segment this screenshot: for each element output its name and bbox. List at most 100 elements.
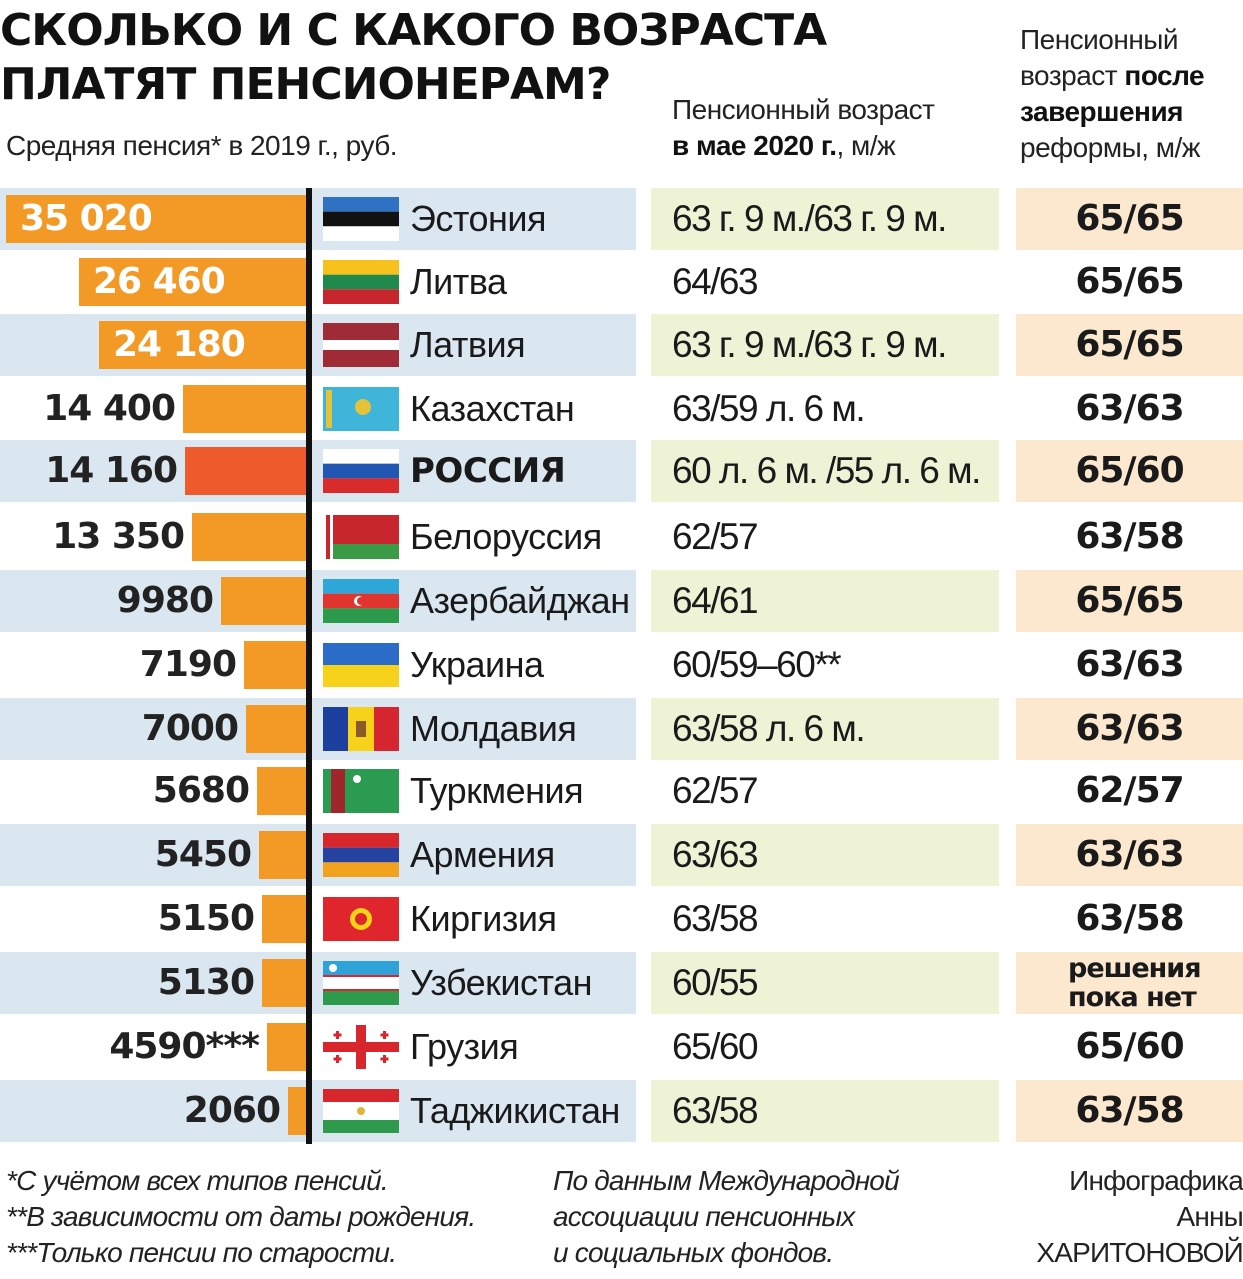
current-retirement-age: 64/61 <box>672 580 759 621</box>
country-name: Эстония <box>410 198 546 239</box>
bar <box>288 1087 306 1135</box>
flag <box>323 769 399 813</box>
row-band <box>0 570 636 632</box>
bar <box>262 959 306 1007</box>
row-band <box>1016 314 1243 376</box>
header-text-bold: после <box>1124 60 1205 91</box>
chart-title: СКОЛЬКО И С КАКОГО ВОЗРАСТА ПЛАТЯТ ПЕНСИ… <box>0 5 827 110</box>
bar: 35 020 <box>6 195 306 243</box>
row-band <box>651 1080 999 1142</box>
row-band <box>651 570 999 632</box>
current-retirement-age: 63 г. 9 м./63 г. 9 м. <box>672 324 947 365</box>
row-band <box>1016 952 1243 1014</box>
header-text: возраст <box>1020 60 1125 91</box>
flag <box>323 323 399 367</box>
bar <box>183 385 306 433</box>
reform-retirement-age: 63/58 <box>1075 516 1184 557</box>
current-retirement-age: 64/63 <box>672 261 759 302</box>
country-row: 4590*** Грузия 65/60 65/60 <box>0 1016 1243 1078</box>
flag <box>323 707 399 751</box>
flag <box>323 515 399 559</box>
current-retirement-age: 65/60 <box>672 1026 759 1067</box>
bar-value-label: 5680 <box>152 770 250 811</box>
current-retirement-age: 63/63 <box>672 834 759 875</box>
flag <box>323 1025 399 1069</box>
row-band <box>651 188 999 250</box>
header-text: Пенсионный возраст <box>672 94 935 125</box>
russia-flag-icon <box>323 449 399 493</box>
country-name: Грузия <box>410 1026 519 1067</box>
chart-rows: 35 020 Эстония 63 г. 9 м./63 г. 9 м. 65/65 2… <box>0 188 1243 1144</box>
bar <box>246 705 306 753</box>
bar-value-label: 7000 <box>141 708 239 749</box>
country-name: Узбекистан <box>410 962 593 1003</box>
country-row: 7000 Молдавия 63/58 л. 6 м. 63/63 <box>0 698 1243 760</box>
country-row: 7190 Украина 60/59–60** 63/63 <box>0 634 1243 696</box>
row-band <box>651 824 999 886</box>
country-name: РОССИЯ <box>410 451 566 491</box>
estonia-flag-icon <box>323 197 399 241</box>
footnotes: *С учётом всех типов пенсий. **В зависим… <box>6 1165 476 1268</box>
flag <box>323 449 399 493</box>
header-text-bold: завершения <box>1020 96 1184 127</box>
row-band <box>651 440 999 502</box>
current-retirement-age: 63/58 л. 6 м. <box>672 708 866 749</box>
flag <box>323 643 399 687</box>
bar <box>267 1023 306 1071</box>
header-text-bold: в мае 2020 г. <box>672 130 837 161</box>
reform-retirement-age: 65/65 <box>1075 198 1184 239</box>
row-band <box>1016 188 1243 250</box>
row-band <box>0 314 636 376</box>
country-name: Армения <box>410 834 555 875</box>
country-row: 2060 Таджикистан 63/58 63/58 <box>0 1080 1243 1142</box>
current-retirement-age: 60/59–60** <box>672 644 842 685</box>
row-band <box>0 698 636 760</box>
bar <box>192 513 306 561</box>
country-row: 24 180 Латвия 63 г. 9 м./63 г. 9 м. 65/65 <box>0 314 1243 376</box>
reform-retirement-age: 63/58 <box>1075 898 1184 939</box>
uzbekistan-flag-icon <box>323 961 399 1005</box>
current-retirement-age: 63 г. 9 м./63 г. 9 м. <box>672 198 947 239</box>
header-text: Пенсионный <box>1020 24 1179 55</box>
country-name: Казахстан <box>410 388 575 429</box>
country-row: 26 460 Литва 64/63 65/65 <box>0 251 1243 313</box>
flag <box>323 961 399 1005</box>
bar-value-label: 5130 <box>157 962 255 1003</box>
row-band <box>0 440 636 502</box>
current-retirement-age: 62/57 <box>672 516 759 557</box>
bar-value-label: 14 400 <box>43 388 176 429</box>
current-retirement-age: 63/58 <box>672 1090 759 1131</box>
bar <box>257 767 306 815</box>
header-text: реформы, м/ж <box>1020 132 1201 163</box>
column-header-reform-age: Пенсионный возраст после завершения рефо… <box>1020 22 1242 166</box>
current-retirement-age: 63/59 л. 6 м. <box>672 388 866 429</box>
reform-retirement-age: 63/63 <box>1075 708 1184 749</box>
reform-retirement-age: 65/60 <box>1075 450 1184 491</box>
reform-retirement-age: 63/63 <box>1075 644 1184 685</box>
country-row: 5450 Армения 63/63 63/63 <box>0 824 1243 886</box>
current-retirement-age: 60 л. 6 м. /55 л. 6 м. <box>672 450 981 491</box>
country-name: Таджикистан <box>410 1090 620 1131</box>
turkmenistan-flag-icon <box>323 769 399 813</box>
bar-value-label: 2060 <box>183 1090 281 1131</box>
flag <box>323 1089 399 1133</box>
kazakhstan-flag-icon <box>323 387 399 431</box>
row-band <box>651 952 999 1014</box>
armenia-flag-icon <box>323 833 399 877</box>
bar <box>244 641 306 689</box>
bar-value-label: 14 160 <box>45 450 178 491</box>
flag <box>323 260 399 304</box>
reform-retirement-age: 65/60 <box>1075 1026 1184 1067</box>
bar-value-label: 9980 <box>116 580 214 621</box>
azerbaijan-flag-icon <box>323 579 399 623</box>
belarus-flag-icon <box>323 515 399 559</box>
reform-retirement-age: 65/65 <box>1075 261 1184 302</box>
bar <box>259 831 306 879</box>
bar: 24 180 <box>99 321 306 369</box>
row-band <box>1016 698 1243 760</box>
bar <box>262 895 306 943</box>
country-row: 5130 Узбекистан 60/55 решения пока нет <box>0 952 1243 1014</box>
row-band <box>651 698 999 760</box>
kyrgyzstan-flag-icon <box>323 897 399 941</box>
country-name: Азербайджан <box>410 580 630 621</box>
